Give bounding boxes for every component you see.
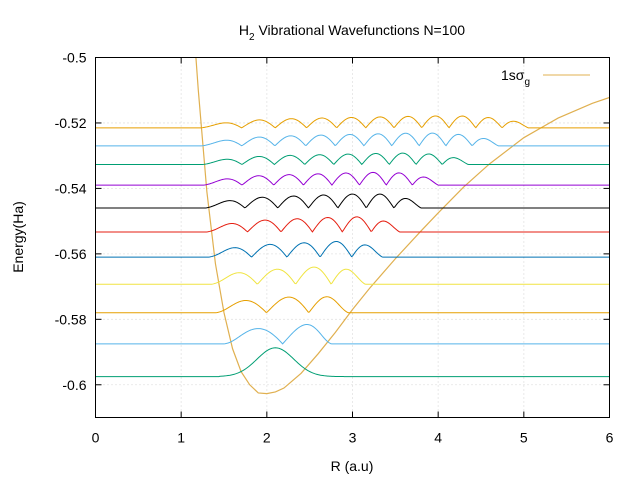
x-tick-label: 6 [606,430,614,446]
legend-label: 1sσg [501,67,530,88]
wavefunction-level-10 [95,115,610,129]
chart-title-rest: Vibrational Wavefunctions N=100 [255,22,466,38]
chart-title: H2 Vibrational Wavefunctions N=100 [239,22,465,43]
y-tick-label: -0.58 [55,311,87,327]
x-tick-label: 1 [177,430,185,446]
y-tick-label: -0.5 [62,50,86,66]
legend: 1sσg [501,67,590,88]
chart-title-main: H [239,22,249,38]
tick-layer: 0 1 2 3 4 5 6 -0.5 -0.52 -0.54 -0.56 -0.58 -0.6 [55,50,614,446]
legend-label-main: 1sσ [501,67,525,83]
wavefunction-level-4 [95,240,610,258]
x-tick-label: 4 [434,430,442,446]
wavefunction-level-3 [95,266,610,285]
y-axis-label: Energy(Ha) [10,201,26,273]
x-tick-label: 3 [349,430,357,446]
y-tick-label: -0.6 [62,377,86,393]
grid-layer [95,57,610,418]
y-tick-label: -0.56 [55,246,87,262]
x-axis-label: R (a.u) [331,458,374,474]
wavefunction-level-5 [95,216,610,233]
x-tick-label: 2 [263,430,271,446]
wavefunction-level-9 [95,132,610,147]
wavefunction-level-0 [95,347,610,378]
wavefunction-level-7 [95,171,610,186]
chart-title-sub: 2 [249,32,255,43]
wavefunction-level-6 [95,193,610,209]
wavefunction-level-8 [95,152,610,166]
y-tick-label: -0.52 [55,115,87,131]
wavefunction-level-1 [95,324,610,345]
y-tick-label: -0.54 [55,180,87,196]
potential-curve [195,57,610,395]
legend-label-sub: g [524,77,530,88]
x-tick-label: 5 [520,430,528,446]
x-tick-label: 0 [92,430,100,446]
wavefunction-level-2 [95,296,610,314]
curve-layer [95,57,610,395]
